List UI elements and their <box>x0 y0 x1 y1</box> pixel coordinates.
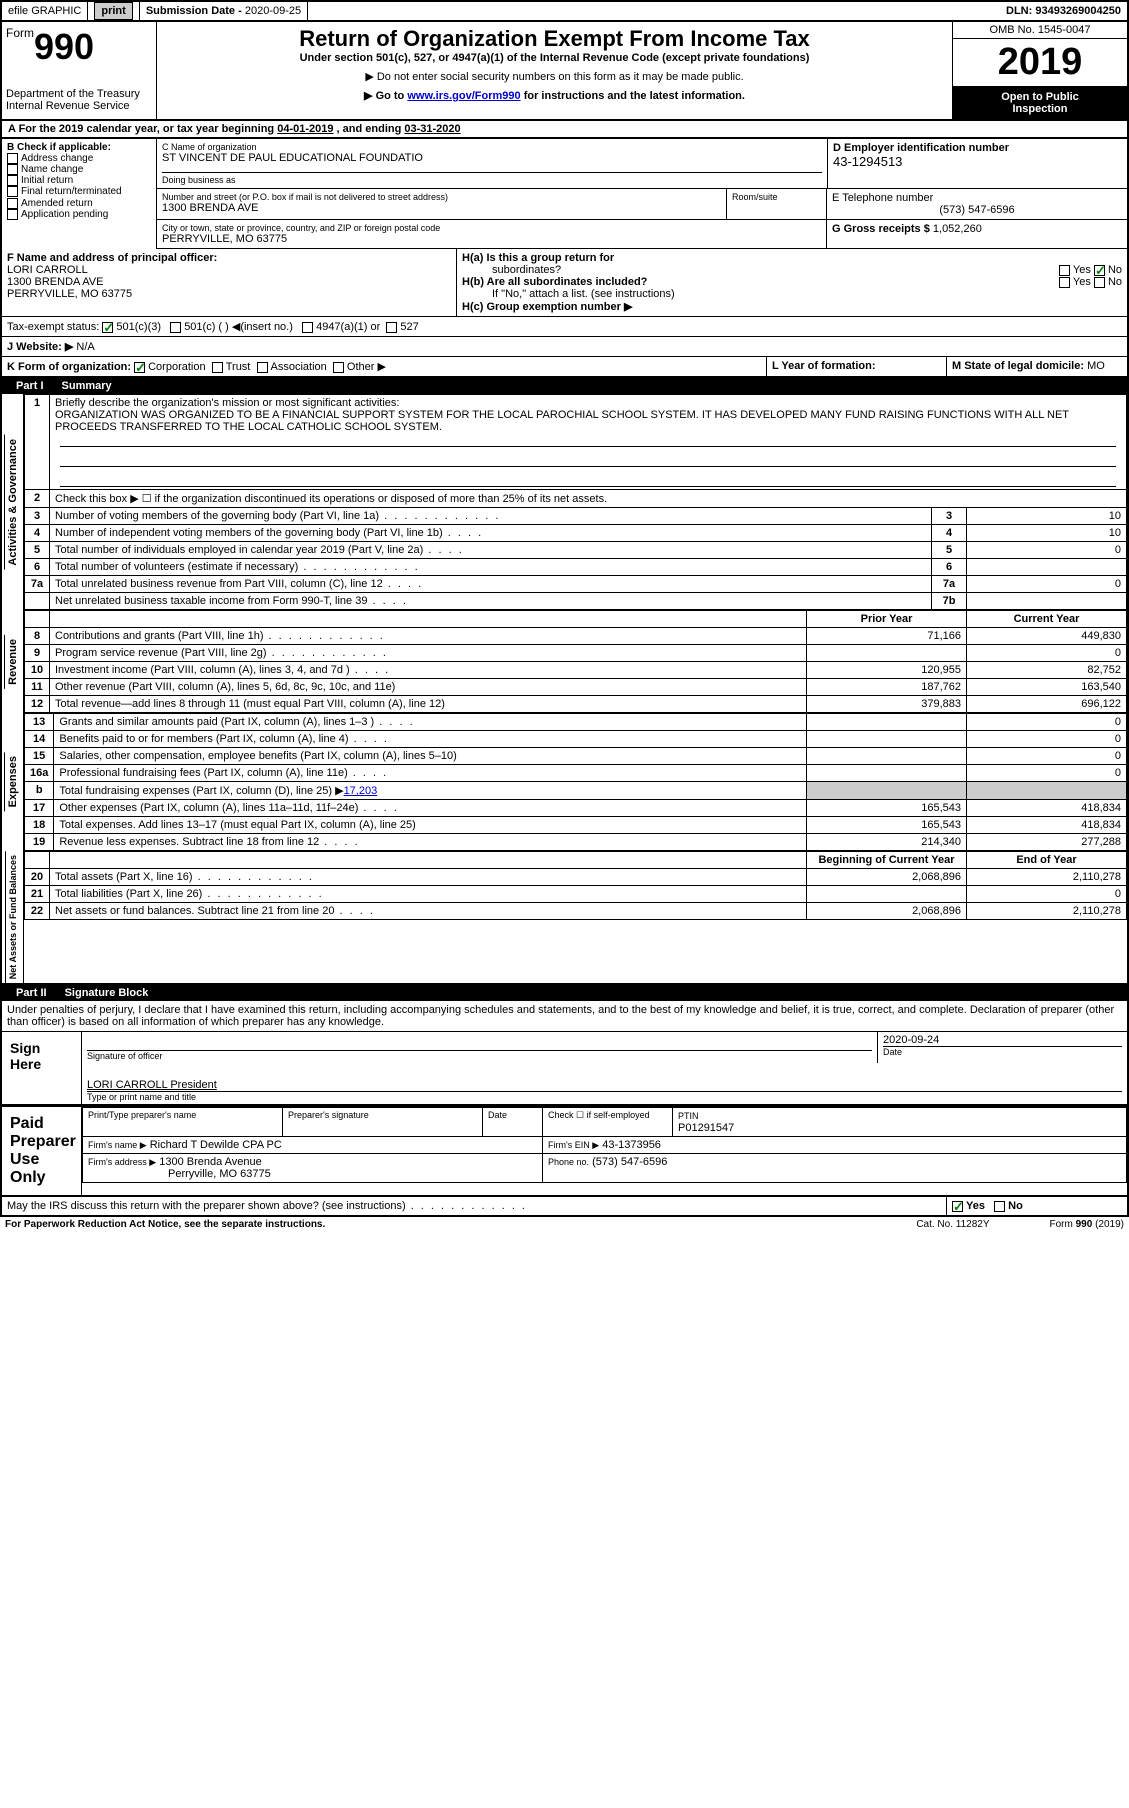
firm-ein: 43-1373956 <box>602 1139 661 1151</box>
revenue-table: Prior YearCurrent Year 8Contributions an… <box>24 610 1127 713</box>
501c-checkbox[interactable] <box>170 322 181 333</box>
hb-note: If "No," attach a list. (see instruction… <box>492 288 1122 300</box>
domicile-label: M State of legal domicile: <box>952 360 1084 372</box>
discuss-question: May the IRS discuss this return with the… <box>7 1200 527 1212</box>
year-formation-label: L Year of formation: <box>772 360 876 372</box>
phone-label: E Telephone number <box>832 192 1122 204</box>
page-footer: For Paperwork Reduction Act Notice, see … <box>0 1217 1129 1232</box>
dept-label: Department of the Treasury <box>6 88 152 100</box>
firm-addr1: 1300 Brenda Avenue <box>159 1156 262 1168</box>
irs-label: Internal Revenue Service <box>6 100 152 112</box>
4947-checkbox[interactable] <box>302 322 313 333</box>
address-change-checkbox[interactable] <box>7 153 18 164</box>
tax-period: A For the 2019 calendar year, or tax yea… <box>0 121 1129 139</box>
gross-receipts: 1,052,260 <box>933 223 982 235</box>
part1-header: Part ISummary <box>0 378 1129 394</box>
officer-city: PERRYVILLE, MO 63775 <box>7 288 132 300</box>
sig-date: 2020-09-24 <box>883 1034 1122 1046</box>
tax-status-label: Tax-exempt status: <box>7 321 99 333</box>
application-pending-checkbox[interactable] <box>7 209 18 220</box>
website-label: J Website: ▶ <box>7 341 73 353</box>
officer-name: LORI CARROLL <box>7 264 88 276</box>
officer-sig-name: LORI CARROLL President <box>87 1079 217 1091</box>
hb-no-checkbox[interactable] <box>1094 277 1105 288</box>
501c3-checkbox[interactable] <box>102 322 113 333</box>
discuss-yes-checkbox[interactable] <box>952 1201 963 1212</box>
omb-number: OMB No. 1545-0047 <box>953 22 1127 39</box>
officer-label: F Name and address of principal officer: <box>7 252 217 264</box>
dln: DLN: 93493269004250 <box>1000 2 1127 20</box>
domicile: MO <box>1087 360 1105 372</box>
declaration: Under penalties of perjury, I declare th… <box>0 1001 1129 1031</box>
mission-text: ORGANIZATION WAS ORGANIZED TO BE A FINAN… <box>55 409 1069 433</box>
gross-receipts-label: G Gross receipts $ <box>832 223 933 235</box>
instructions-link-row: ▶ Go to www.irs.gov/Form990 for instruct… <box>161 89 948 102</box>
city: PERRYVILLE, MO 63775 <box>162 233 821 245</box>
dba-label: Doing business as <box>162 175 822 185</box>
room-label: Room/suite <box>732 192 821 202</box>
subtitle-1: Under section 501(c), 527, or 4947(a)(1)… <box>161 52 948 64</box>
form-number: 990 <box>34 26 94 67</box>
org-name-label: C Name of organization <box>162 142 822 152</box>
expenses-vlabel: Expenses <box>4 752 21 811</box>
top-bar: efile GRAPHIC print Submission Date - 20… <box>0 0 1129 20</box>
paid-preparer-block: Paid Preparer Use Only Print/Type prepar… <box>0 1106 1129 1197</box>
ein: 43-1294513 <box>833 154 902 169</box>
hb-label: H(b) Are all subordinates included? <box>462 276 647 288</box>
governance-vlabel: Activities & Governance <box>4 435 21 570</box>
other-checkbox[interactable] <box>333 362 344 373</box>
form-header: Form990 Department of the Treasury Inter… <box>0 20 1129 121</box>
instructions-link[interactable]: www.irs.gov/Form990 <box>407 90 520 102</box>
form-org-label: K Form of organization: <box>7 361 131 373</box>
city-label: City or town, state or province, country… <box>162 223 821 233</box>
governance-table: 1Briefly describe the organization's mis… <box>24 394 1127 610</box>
efile-label: efile GRAPHIC <box>2 2 88 20</box>
discuss-no-checkbox[interactable] <box>994 1201 1005 1212</box>
amended-return-checkbox[interactable] <box>7 198 18 209</box>
part2-header: Part IISignature Block <box>0 985 1129 1001</box>
firm-addr2: Perryville, MO 63775 <box>168 1168 271 1180</box>
subtitle-2: ▶ Do not enter social security numbers o… <box>161 70 948 83</box>
initial-return-checkbox[interactable] <box>7 175 18 186</box>
assoc-checkbox[interactable] <box>257 362 268 373</box>
ein-label: D Employer identification number <box>833 142 1009 154</box>
revenue-vlabel: Revenue <box>4 635 21 689</box>
ptin: P01291547 <box>678 1122 734 1134</box>
expenses-table: 13Grants and similar amounts paid (Part … <box>24 713 1127 851</box>
org-name: ST VINCENT DE PAUL EDUCATIONAL FOUNDATIO <box>162 152 822 164</box>
prep-phone: (573) 547-6596 <box>592 1156 667 1168</box>
submission-date: Submission Date - 2020-09-25 <box>140 2 308 20</box>
officer-street: 1300 BRENDA AVE <box>7 276 103 288</box>
ha-yes-checkbox[interactable] <box>1059 265 1070 276</box>
netassets-vlabel: Net Assets or Fund Balances <box>5 851 20 983</box>
section-b-checkboxes: B Check if applicable: Address change Na… <box>2 139 157 249</box>
final-return-checkbox[interactable] <box>7 186 18 197</box>
netassets-table: Beginning of Current YearEnd of Year 20T… <box>24 851 1127 920</box>
hb-yes-checkbox[interactable] <box>1059 277 1070 288</box>
street: 1300 BRENDA AVE <box>162 202 721 214</box>
street-label: Number and street (or P.O. box if mail i… <box>162 192 721 202</box>
form-title: Return of Organization Exempt From Incom… <box>161 26 948 52</box>
phone: (573) 547-6596 <box>832 204 1122 216</box>
sign-here-block: Sign Here Signature of officer 2020-09-2… <box>0 1031 1129 1106</box>
form-ref: Form 990 (2019) <box>1050 1219 1124 1230</box>
corp-checkbox[interactable] <box>134 362 145 373</box>
name-change-checkbox[interactable] <box>7 164 18 175</box>
hc-label: H(c) Group exemption number ▶ <box>462 301 632 313</box>
527-checkbox[interactable] <box>386 322 397 333</box>
tax-year: 2019 <box>953 39 1127 87</box>
trust-checkbox[interactable] <box>212 362 223 373</box>
inspection-badge: Open to PublicInspection <box>953 87 1127 119</box>
website: N/A <box>76 341 94 353</box>
ha-no-checkbox[interactable] <box>1094 265 1105 276</box>
print-button[interactable]: print <box>94 2 132 20</box>
firm-name: Richard T Dewilde CPA PC <box>150 1139 282 1151</box>
ha-label: H(a) Is this a group return for <box>462 252 1122 264</box>
